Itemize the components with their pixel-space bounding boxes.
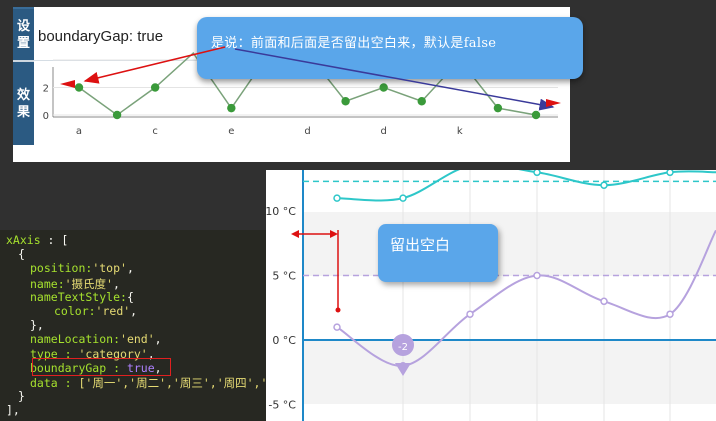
data-point-min — [466, 310, 474, 318]
mini-data-point — [112, 110, 122, 120]
code-token: 'top' — [92, 261, 127, 276]
boundary-gap-highlight — [32, 358, 171, 376]
code-token: position: — [30, 261, 93, 276]
data-point-max — [333, 194, 341, 202]
data-point-max — [600, 181, 608, 189]
code-token: color: — [54, 304, 96, 318]
mini-x-tick-label: d — [380, 126, 386, 137]
mini-x-tick-label: d — [304, 126, 310, 137]
y-tick-label: 0 °C — [272, 334, 296, 347]
code-token: ], — [6, 403, 20, 418]
code-token: 'category' — [78, 346, 148, 361]
code-line: }, — [30, 318, 44, 332]
code-token: { — [126, 289, 134, 304]
mini-x-tick-label: c — [152, 126, 158, 137]
code-line: ], — [6, 403, 20, 417]
code-line: color:'red', — [54, 304, 137, 318]
data-point-min — [666, 310, 674, 318]
data-point-max — [533, 170, 541, 177]
explanation-text: 是说：前面和后面是否留出空白来，默认是false — [211, 36, 497, 51]
code-token: , — [126, 261, 134, 276]
code-token: , — [147, 346, 155, 361]
min-marker-pin: -2 — [392, 334, 415, 376]
blank-space-bubble: 留出空白 — [378, 224, 498, 282]
gap-line-dot — [335, 307, 341, 313]
mini-x-tick-label: e — [228, 126, 234, 137]
code-token: name: — [30, 276, 65, 291]
code-token: ['周一','周二','周三','周四','周五 — [78, 376, 291, 390]
code-token: xAxis — [6, 233, 41, 247]
gap-annotation — [291, 230, 341, 313]
code-token: nameTextStyle: — [30, 289, 127, 304]
min-marker-shape — [392, 334, 415, 376]
min-marker-label: -2 — [398, 342, 408, 353]
code-line: nameTextStyle:{ — [30, 290, 134, 304]
blank-space-text: 留出空白 — [390, 236, 451, 254]
setting-label: 设 置 — [13, 7, 34, 60]
gap-arrowhead-left — [291, 230, 299, 238]
code-token: , — [130, 304, 138, 318]
gap-arrowhead-right — [330, 230, 338, 238]
code-token: }, — [30, 318, 44, 333]
data-point-max — [399, 194, 407, 202]
code-line: name:'摄氏度', — [30, 276, 120, 292]
effect-label-text: 效 果 — [16, 87, 30, 120]
code-token: '摄氏度' — [64, 276, 113, 291]
code-token: } — [18, 389, 25, 404]
code-token: data : — [30, 376, 79, 390]
mini-data-point — [227, 103, 236, 113]
code-token: 'end' — [120, 332, 155, 347]
mini-data-point — [531, 110, 541, 120]
temperature-line-chart: 10 °C 5 °C 0 °C -5 °C -2 — [266, 170, 716, 421]
mini-y-tick-label: 0 — [43, 111, 49, 122]
code-token: , — [112, 276, 120, 291]
mini-data-point — [341, 97, 350, 106]
data-point-max — [666, 170, 674, 177]
code-token: boundaryGap : — [30, 360, 127, 375]
mini-data-point — [379, 83, 388, 92]
mini-data-point — [493, 103, 503, 113]
code-token: , — [154, 360, 162, 375]
code-line: nameLocation:'end', — [30, 332, 162, 346]
data-point-min — [333, 323, 341, 331]
code-token: 'red' — [95, 304, 131, 318]
code-token: nameLocation: — [30, 332, 121, 347]
explanation-bubble: 是说：前面和后面是否留出空白来，默认是false — [197, 17, 583, 79]
code-token: : [ — [40, 233, 69, 247]
tip-panel: 设 置 效 果 boundaryGap: true a c e d d k 2 0 是说：前… — [13, 7, 583, 162]
mini-data-point — [74, 83, 84, 92]
code-line: xAxis : [ — [6, 233, 68, 247]
setting-label-text: 设 置 — [16, 18, 30, 51]
mini-x-tick-label: k — [457, 126, 463, 137]
mini-data-point — [150, 83, 160, 92]
code-line: } — [18, 389, 25, 403]
code-line: position:'top', — [30, 261, 134, 275]
mini-y-tick-label: 2 — [43, 84, 49, 95]
code-line: type : 'category', — [30, 347, 155, 361]
code-token: true — [126, 360, 155, 375]
y-tick-label: 5 °C — [272, 270, 296, 283]
effect-label: 效 果 — [13, 60, 34, 145]
mini-x-tick-label: a — [76, 126, 82, 137]
code-token: type : — [30, 346, 79, 361]
setting-value: boundaryGap: true — [38, 28, 164, 45]
code-token: , — [154, 332, 162, 347]
code-token: { — [18, 247, 25, 262]
data-point-min — [600, 297, 608, 306]
y-tick-label: -5 °C — [268, 399, 296, 412]
code-line: boundaryGap : true, — [30, 361, 162, 375]
code-line: { — [18, 247, 25, 261]
code-editor: xAxis : [{position:'top', name:'摄氏度', name… — [0, 230, 290, 421]
code-line: data : ['周一','周二','周三','周四','周五 — [30, 375, 290, 391]
y-tick-label: 10 °C — [266, 205, 296, 218]
plot-band — [303, 212, 716, 276]
mini-data-point — [417, 97, 426, 106]
data-point-min — [533, 271, 541, 280]
plot-band-2 — [303, 340, 716, 404]
